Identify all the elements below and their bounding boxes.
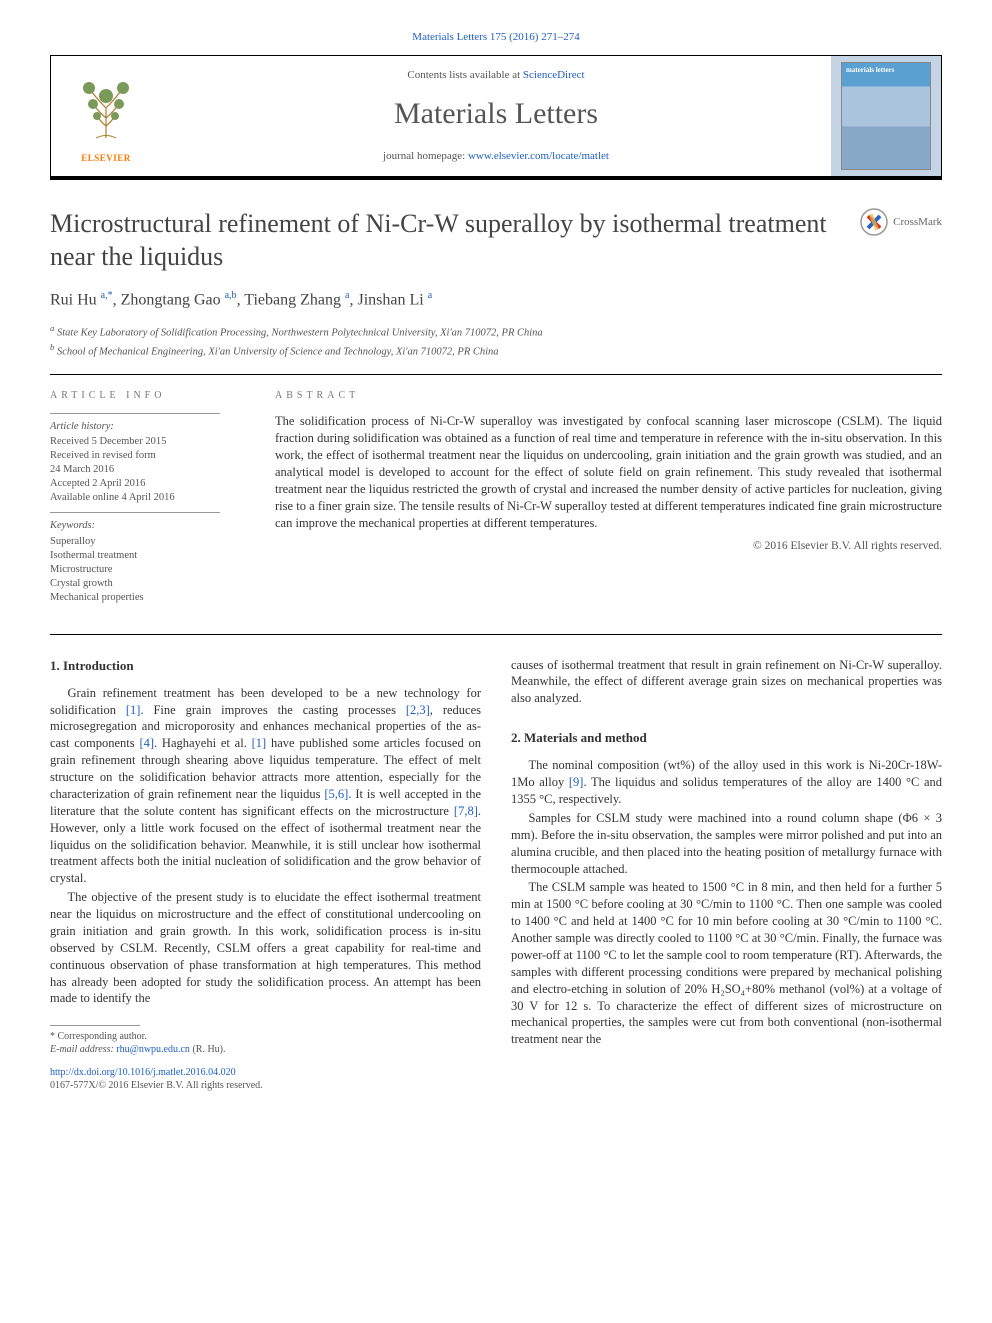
info-hr-2 [50,512,220,513]
homepage-link[interactable]: www.elsevier.com/locate/matlet [468,150,609,162]
article-history: Article history: Received 5 December 201… [50,420,245,505]
keyword: Superalloy [50,536,96,547]
crossmark-icon [860,208,888,236]
article-title: Microstructural refinement of Ni-Cr-W su… [50,208,846,273]
section-2-para-1: The nominal composition (wt%) of the all… [511,757,942,808]
keywords-label: Keywords: [50,519,245,533]
corresponding-author-note: * Corresponding author. E-mail address: … [50,1030,481,1056]
history-line: Accepted 2 April 2016 [50,478,145,489]
history-line: Available online 4 April 2016 [50,492,175,503]
homepage-prefix: journal homepage: [383,150,468,162]
history-line: Received 5 December 2015 [50,436,166,447]
journal-header: ELSEVIER Contents lists available at Sci… [50,55,942,180]
email-suffix: (R. Hu). [190,1044,226,1055]
abstract-text: The solidification process of Ni-Cr-W su… [275,413,942,531]
abstract-copyright: © 2016 Elsevier B.V. All rights reserved… [275,538,942,554]
author-email-link[interactable]: rhu@nwpu.edu.cn [116,1044,190,1055]
abstract-heading: ABSTRACT [275,389,942,403]
keyword: Microstructure [50,564,112,575]
keyword: Mechanical properties [50,592,144,603]
elsevier-tree-icon [71,68,141,148]
rule-above-abstract [50,374,942,375]
doi-block: http://dx.doi.org/10.1016/j.matlet.2016.… [50,1066,481,1092]
doi-link[interactable]: http://dx.doi.org/10.1016/j.matlet.2016.… [50,1067,236,1078]
keywords-block: Keywords: Superalloy Isothermal treatmen… [50,519,245,606]
contents-prefix: Contents lists available at [407,69,522,81]
citation-line: Materials Letters 175 (2016) 271–274 [50,30,942,45]
publisher-label: ELSEVIER [81,152,131,165]
section-2-para-3: The CSLM sample was heated to 1500 °C in… [511,879,942,1048]
rule-below-abstract [50,634,942,635]
author-list: Rui Hu a,*, Zhongtang Gao a,b, Tiebang Z… [50,289,942,312]
body-two-column: 1. Introduction Grain refinement treatme… [50,657,942,1093]
header-center: Contents lists available at ScienceDirec… [161,56,831,176]
journal-cover-thumb [841,62,931,170]
info-heading: ARTICLE INFO [50,389,245,403]
history-line: Received in revised form [50,450,156,461]
history-line: 24 March 2016 [50,464,114,475]
affiliation-b: b School of Mechanical Engineering, Xi'a… [50,341,942,360]
abstract-column: ABSTRACT The solidification process of N… [275,389,942,605]
contents-line: Contents lists available at ScienceDirec… [165,68,827,83]
keyword: Isothermal treatment [50,550,137,561]
article-info-column: ARTICLE INFO Article history: Received 5… [50,389,245,605]
section-2-heading: 2. Materials and method [511,729,942,747]
crossmark-label: CrossMark [893,215,942,230]
affiliation-a: a State Key Laboratory of Solidification… [50,322,942,341]
section-2-para-2: Samples for CSLM study were machined int… [511,810,942,878]
journal-name: Materials Letters [165,93,827,135]
section-1-para-2-cont: causes of isothermal treatment that resu… [511,657,942,708]
crossmark-badge[interactable]: CrossMark [860,208,942,236]
homepage-line: journal homepage: www.elsevier.com/locat… [165,149,827,164]
footnote-separator [50,1025,140,1026]
history-label: Article history: [50,421,114,432]
section-1-para-2: The objective of the present study is to… [50,889,481,1007]
publisher-block: ELSEVIER [51,56,161,176]
info-hr-1 [50,413,220,414]
keyword: Crystal growth [50,578,113,589]
section-1-heading: 1. Introduction [50,657,481,675]
cover-thumb-block [831,56,941,176]
corr-label: * Corresponding author. [50,1031,147,1042]
email-label: E-mail address: [50,1044,116,1055]
sciencedirect-link[interactable]: ScienceDirect [523,69,585,81]
section-1-para-1: Grain refinement treatment has been deve… [50,685,481,888]
issn-line: 0167-577X/© 2016 Elsevier B.V. All right… [50,1080,263,1091]
